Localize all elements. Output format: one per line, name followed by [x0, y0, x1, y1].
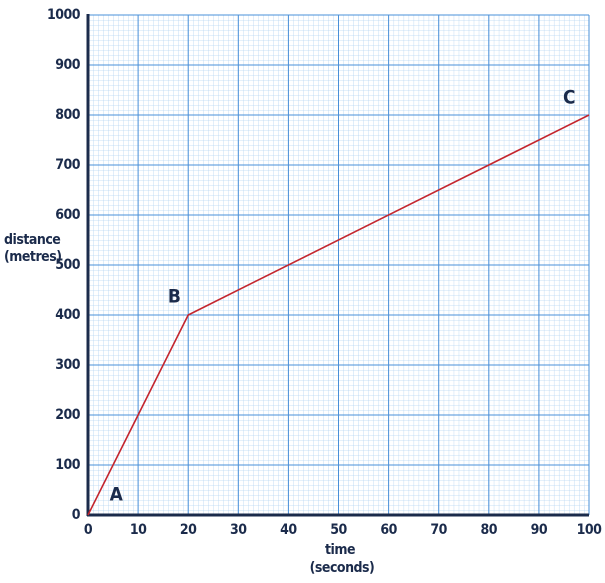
x-tick-label: 60 [380, 522, 397, 538]
x-tick-label: 10 [130, 522, 147, 538]
y-tick-label: 0 [72, 507, 81, 523]
grid [86, 14, 590, 517]
x-tick-label: 0 [84, 522, 93, 538]
y-tick-label: 200 [55, 407, 81, 423]
x-tick-label: 70 [430, 522, 447, 538]
x-tick-label: 30 [230, 522, 247, 538]
data-line [87, 114, 590, 516]
x-tick-label: 80 [481, 522, 498, 538]
x-axis-label: time [325, 542, 355, 558]
x-tick-label: 40 [280, 522, 297, 538]
y-tick-label: 800 [55, 107, 81, 123]
x-tick-label: 20 [180, 522, 197, 538]
y-axis-label: distance [4, 232, 60, 248]
marks [87, 114, 590, 516]
y-tick-label: 700 [55, 157, 81, 173]
x-tick-label: 100 [577, 522, 603, 538]
point-label: A [110, 484, 124, 506]
point-label: C [563, 87, 575, 109]
y-tick-label: 100 [55, 457, 81, 473]
y-tick-label: 300 [55, 357, 81, 373]
y-tick-label: 600 [55, 207, 81, 223]
y-axis-label: (metres) [4, 249, 61, 265]
x-tick-label: 90 [531, 522, 548, 538]
y-tick-label: 400 [55, 307, 81, 323]
point-label: B [168, 286, 181, 308]
y-tick-label: 900 [55, 57, 81, 73]
y-tick-label: 1000 [47, 7, 81, 23]
x-axis-label: (seconds) [310, 560, 375, 576]
y-tick-label: 500 [55, 257, 81, 273]
x-tick-label: 50 [330, 522, 347, 538]
